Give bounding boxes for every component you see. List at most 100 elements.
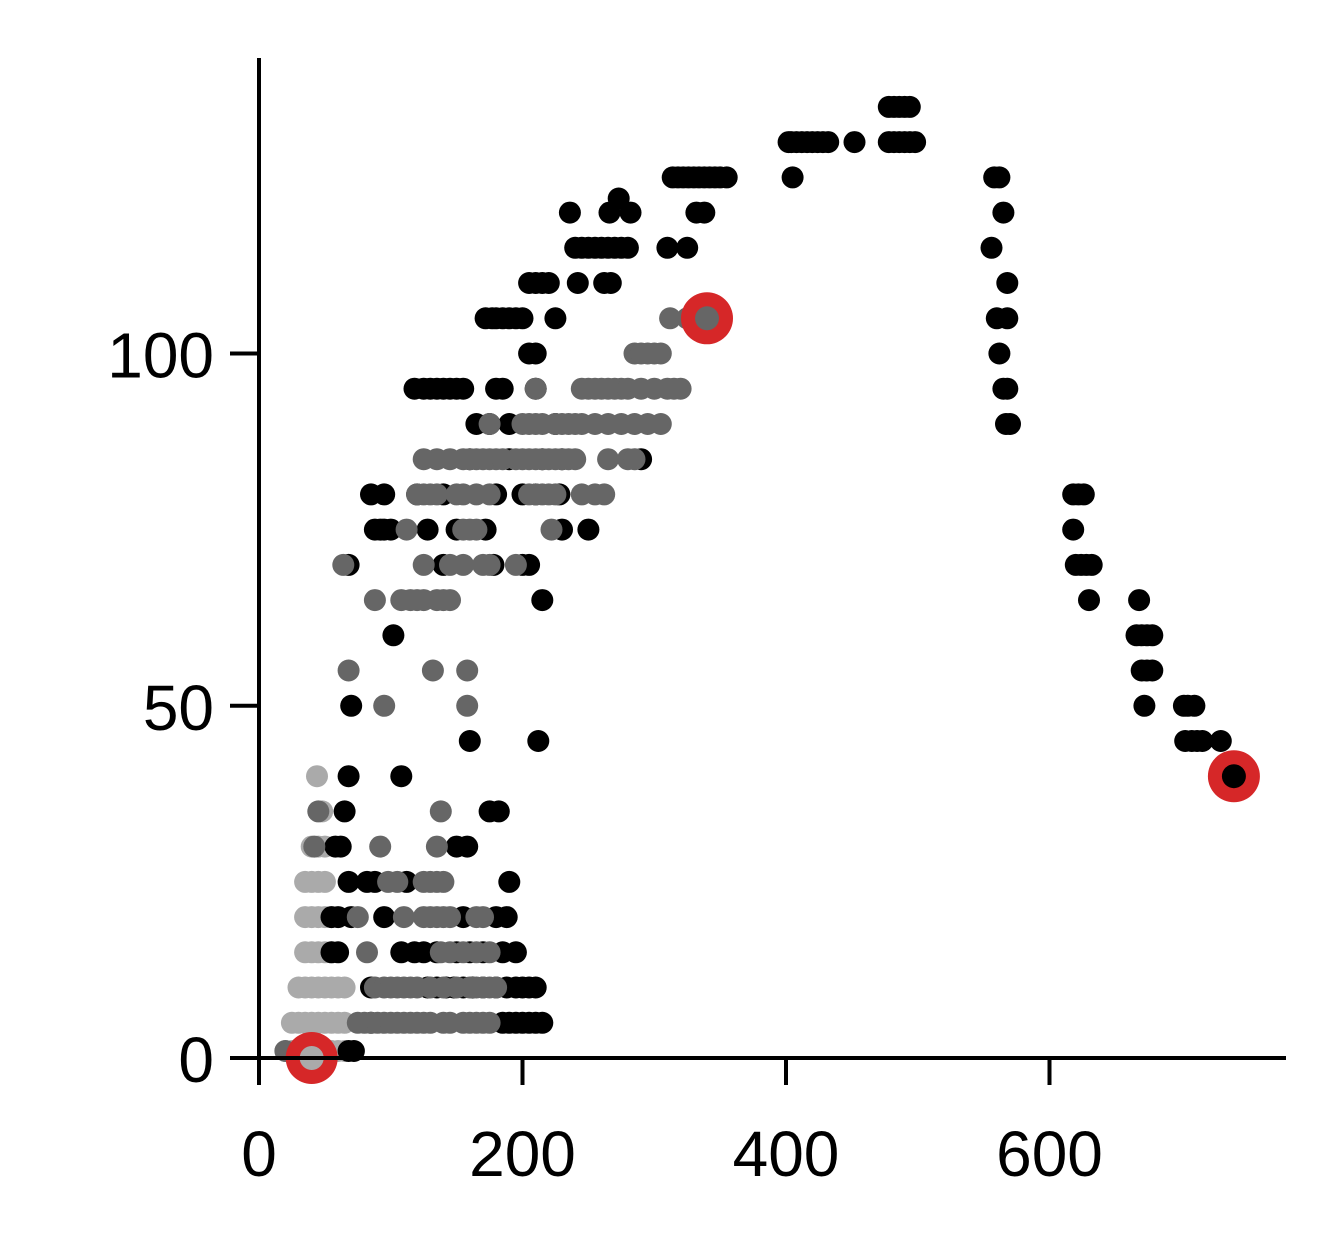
data-point — [487, 800, 510, 823]
data-point — [498, 870, 521, 893]
data-point — [1128, 589, 1151, 612]
data-point — [379, 518, 402, 541]
data-point — [817, 131, 840, 154]
data-point — [715, 166, 738, 189]
data-point — [373, 906, 396, 929]
data-point — [333, 800, 356, 823]
data-point — [1133, 694, 1156, 717]
data-point — [1141, 624, 1164, 647]
data-point — [577, 518, 600, 541]
data-point — [676, 236, 699, 259]
data-point — [425, 835, 448, 858]
data-point — [452, 377, 475, 400]
y-tick-label: 50 — [143, 672, 214, 744]
data-point — [524, 377, 547, 400]
data-point — [527, 730, 550, 752]
data-point — [1141, 659, 1164, 682]
data-point — [485, 976, 508, 999]
data-point — [693, 201, 716, 224]
data-point — [1062, 518, 1085, 541]
data-point — [412, 553, 435, 576]
data-point — [524, 342, 547, 365]
highlight-point — [695, 306, 719, 331]
data-point — [356, 941, 378, 964]
data-point — [369, 835, 392, 858]
data-point — [390, 765, 413, 788]
x-tick-label: 400 — [733, 1118, 840, 1190]
data-point — [306, 765, 328, 788]
data-point — [478, 553, 501, 576]
data-point — [996, 272, 1019, 294]
data-point — [656, 236, 679, 259]
data-point — [465, 518, 488, 541]
data-point — [623, 448, 646, 471]
data-point — [992, 201, 1015, 224]
data-point — [386, 870, 409, 893]
data-point — [337, 870, 360, 893]
data-point — [382, 624, 405, 647]
data-point — [439, 906, 461, 929]
data-point — [669, 377, 692, 400]
x-axis-ticks: 0 200 400 600 — [241, 1058, 1103, 1190]
data-point — [531, 1011, 554, 1034]
data-point — [458, 730, 481, 752]
data-point — [329, 835, 352, 858]
data-point — [904, 131, 927, 154]
data-point — [540, 518, 563, 541]
data-point — [373, 483, 396, 506]
data-point — [363, 589, 386, 612]
data-point — [340, 694, 363, 717]
data-point — [597, 448, 620, 471]
data-points — [274, 95, 1232, 1062]
data-point — [1078, 589, 1100, 612]
data-point — [980, 236, 1003, 259]
data-point — [649, 342, 672, 365]
y-tick-label: 0 — [178, 1024, 214, 1096]
y-axis-ticks: 0 50 100 — [107, 320, 259, 1096]
data-point — [432, 870, 455, 893]
x-tick-label: 600 — [996, 1118, 1103, 1190]
data-point — [491, 377, 514, 400]
data-point — [1191, 730, 1214, 752]
data-point — [332, 553, 355, 576]
data-point — [999, 413, 1021, 435]
data-point — [988, 166, 1011, 189]
data-point — [395, 518, 418, 541]
data-point — [843, 131, 866, 154]
data-point — [373, 694, 396, 717]
data-point — [544, 307, 567, 330]
x-tick-label: 0 — [241, 1118, 277, 1190]
data-point — [478, 483, 501, 506]
data-point — [566, 272, 589, 294]
data-point — [599, 272, 622, 294]
data-point — [511, 307, 534, 330]
data-point — [531, 589, 554, 612]
data-point — [346, 906, 369, 929]
data-point — [649, 413, 672, 435]
data-point — [1209, 730, 1232, 752]
data-point — [616, 236, 639, 259]
data-point — [544, 483, 567, 506]
data-point — [558, 201, 581, 224]
data-point — [439, 589, 461, 612]
data-point — [392, 906, 415, 929]
data-point — [478, 941, 501, 964]
data-point — [1183, 694, 1206, 717]
data-point — [416, 518, 439, 541]
data-point — [337, 765, 360, 788]
data-point — [429, 800, 452, 823]
data-point — [313, 870, 336, 893]
data-point — [781, 166, 804, 189]
data-point — [425, 483, 448, 506]
data-point — [303, 835, 326, 858]
data-point — [988, 342, 1011, 365]
data-point — [456, 835, 479, 858]
data-point — [504, 553, 527, 576]
data-point — [327, 941, 350, 964]
data-point — [456, 659, 479, 682]
data-point — [1080, 553, 1103, 576]
data-point — [524, 976, 547, 999]
y-tick-label: 100 — [107, 320, 214, 392]
highlight-point — [1221, 764, 1246, 789]
